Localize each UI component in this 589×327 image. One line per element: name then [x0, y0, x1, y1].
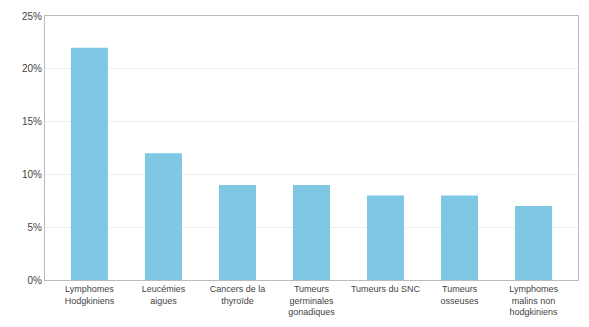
svg-text:25%: 25%	[22, 11, 42, 22]
svg-text:Leucémiesaigues: Leucémiesaigues	[142, 284, 186, 306]
svg-text:0%: 0%	[28, 275, 43, 286]
svg-text:Cancers de lathyroïde: Cancers de lathyroïde	[210, 284, 266, 306]
svg-text:Tumeursgerminalesgonadiques: Tumeursgerminalesgonadiques	[288, 284, 335, 317]
svg-text:LymphomesHodgkiniens: LymphomesHodgkiniens	[65, 284, 115, 306]
svg-text:Tumeurs du SNC: Tumeurs du SNC	[351, 284, 421, 294]
svg-text:5%: 5%	[28, 222, 43, 233]
svg-text:Tumeursosseuses: Tumeursosseuses	[441, 284, 480, 306]
svg-text:15%: 15%	[22, 116, 42, 127]
svg-text:20%: 20%	[22, 63, 42, 74]
svg-text:10%: 10%	[22, 169, 42, 180]
svg-text:Lymphomesmalins nonhodgkiniens: Lymphomesmalins nonhodgkiniens	[509, 284, 558, 317]
